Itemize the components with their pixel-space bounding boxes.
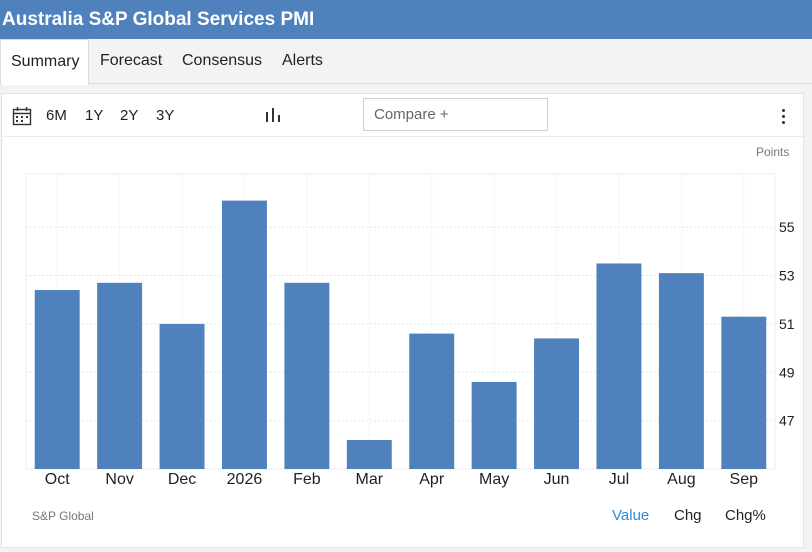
tab-consensus[interactable]: Consensus [182, 52, 263, 69]
plot-frame [25, 173, 776, 470]
units-label: Points [756, 145, 790, 159]
source-label: S&P Global [32, 509, 94, 523]
x-tick-label: Dec [168, 471, 196, 488]
bar-Aug[interactable] [658, 273, 704, 469]
x-tick-label: May [479, 471, 509, 488]
x-tick-label: Aug [667, 471, 695, 488]
bar-chart-icon[interactable] [264, 106, 282, 124]
range-2y-button[interactable]: 2Y [120, 107, 139, 124]
x-tick-label: Nov [105, 471, 133, 488]
y-tick-label: 53 [779, 268, 795, 284]
x-tick-label: Oct [45, 471, 70, 488]
bar-May[interactable] [471, 381, 517, 469]
x-tick-label: Jun [544, 471, 570, 488]
bar-Sep[interactable] [721, 316, 767, 469]
bar-Oct[interactable] [34, 290, 80, 469]
toolbar-divider [2, 136, 803, 137]
bar-Jun[interactable] [534, 338, 580, 469]
x-tick-label: Mar [356, 471, 384, 488]
y-tick-label: 47 [779, 413, 795, 429]
bar-Feb[interactable] [284, 282, 330, 469]
calendar-icon[interactable] [12, 106, 32, 126]
range-3y-button[interactable]: 3Y [156, 107, 175, 124]
bar-Jul[interactable] [596, 263, 642, 469]
bar-Dec[interactable] [159, 323, 205, 469]
range-6m-button[interactable]: 6M [46, 107, 67, 124]
chart-card: 6M 1Y 2Y 3Y Points Oct Nov Dec 2026 Feb Mar Ap… [1, 93, 804, 548]
range-1y-button[interactable]: 1Y [85, 107, 104, 124]
y-tick-label: 49 [779, 364, 795, 380]
mode-chg-pct-button[interactable]: Chg% [725, 507, 766, 524]
tab-forecast[interactable]: Forecast [100, 52, 163, 69]
bar-Apr[interactable] [409, 333, 455, 469]
x-tick-label: Sep [730, 471, 759, 488]
x-tick-label: 2026 [227, 471, 263, 488]
y-tick-label: 51 [779, 316, 795, 332]
tab-summary[interactable]: Summary [0, 39, 89, 85]
y-tick-label: 55 [779, 219, 795, 235]
tab-bar: Summary Forecast Consensus Alerts [0, 39, 812, 85]
compare-input[interactable] [363, 98, 548, 131]
x-tick-label: Apr [419, 471, 445, 488]
more-vertical-icon[interactable] [776, 106, 790, 126]
page-title: Australia S&P Global Services PMI [0, 0, 812, 39]
mode-chg-button[interactable]: Chg [674, 507, 702, 524]
bar-chart: Oct Nov Dec 2026 Feb Mar Apr May Jun Jul Aug Sep 47 4… [25, 173, 795, 488]
tab-alerts[interactable]: Alerts [282, 52, 323, 69]
mode-value-button[interactable]: Value [612, 507, 650, 524]
x-tick-label: Jul [609, 471, 629, 488]
bar-2026[interactable] [221, 200, 267, 469]
bar-Nov[interactable] [97, 282, 143, 469]
x-tick-label: Feb [293, 471, 321, 488]
bar-Mar[interactable] [346, 439, 392, 469]
